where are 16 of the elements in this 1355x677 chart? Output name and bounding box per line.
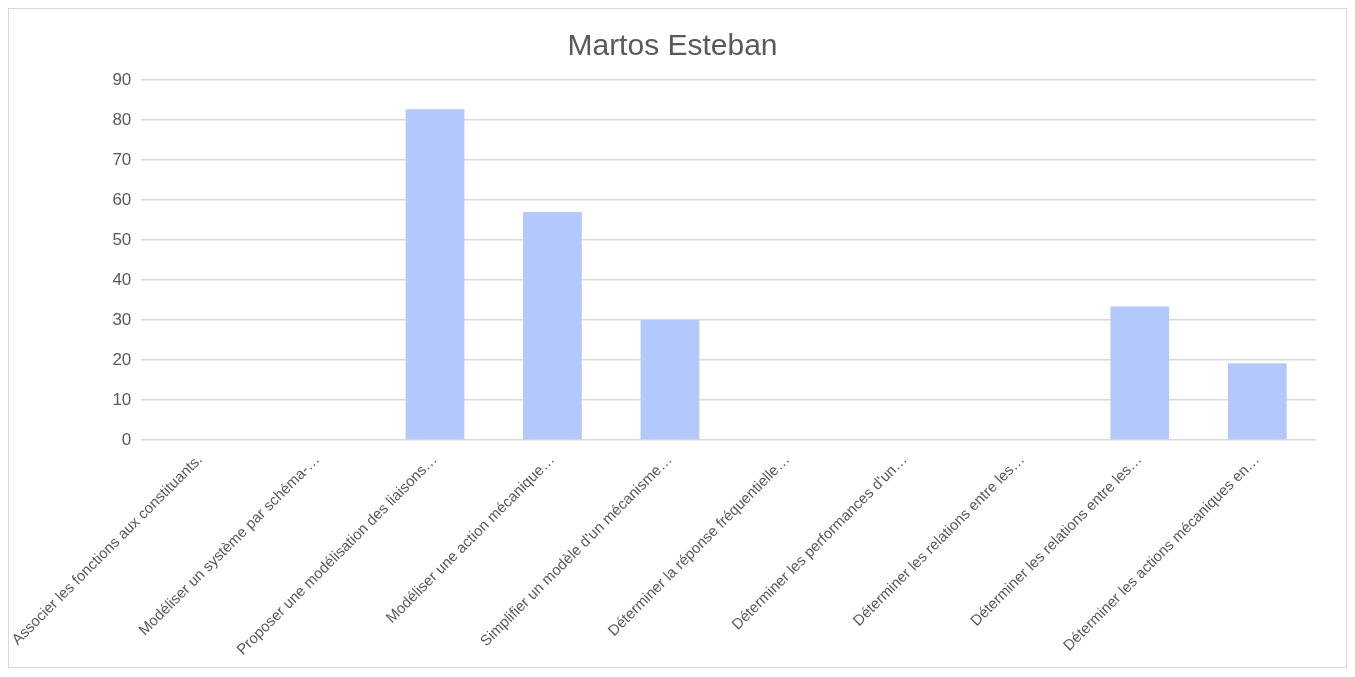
chart-title: Martos Esteban [567, 28, 778, 62]
y-tick-label: 40 [112, 269, 132, 289]
y-tick-label: 0 [121, 429, 132, 449]
y-tick-label: 30 [112, 309, 132, 329]
y-tick-label: 90 [112, 69, 132, 89]
bar [640, 320, 700, 440]
bar [1110, 306, 1170, 440]
y-tick-label: 20 [112, 349, 132, 369]
bar [405, 109, 465, 440]
y-tick-label: 50 [112, 229, 132, 249]
y-tick-label: 60 [112, 189, 132, 209]
bar [1227, 363, 1287, 440]
bar [523, 212, 582, 440]
y-tick-label: 10 [112, 389, 132, 409]
y-tick-label: 70 [112, 149, 132, 169]
y-tick-label: 80 [112, 109, 132, 129]
